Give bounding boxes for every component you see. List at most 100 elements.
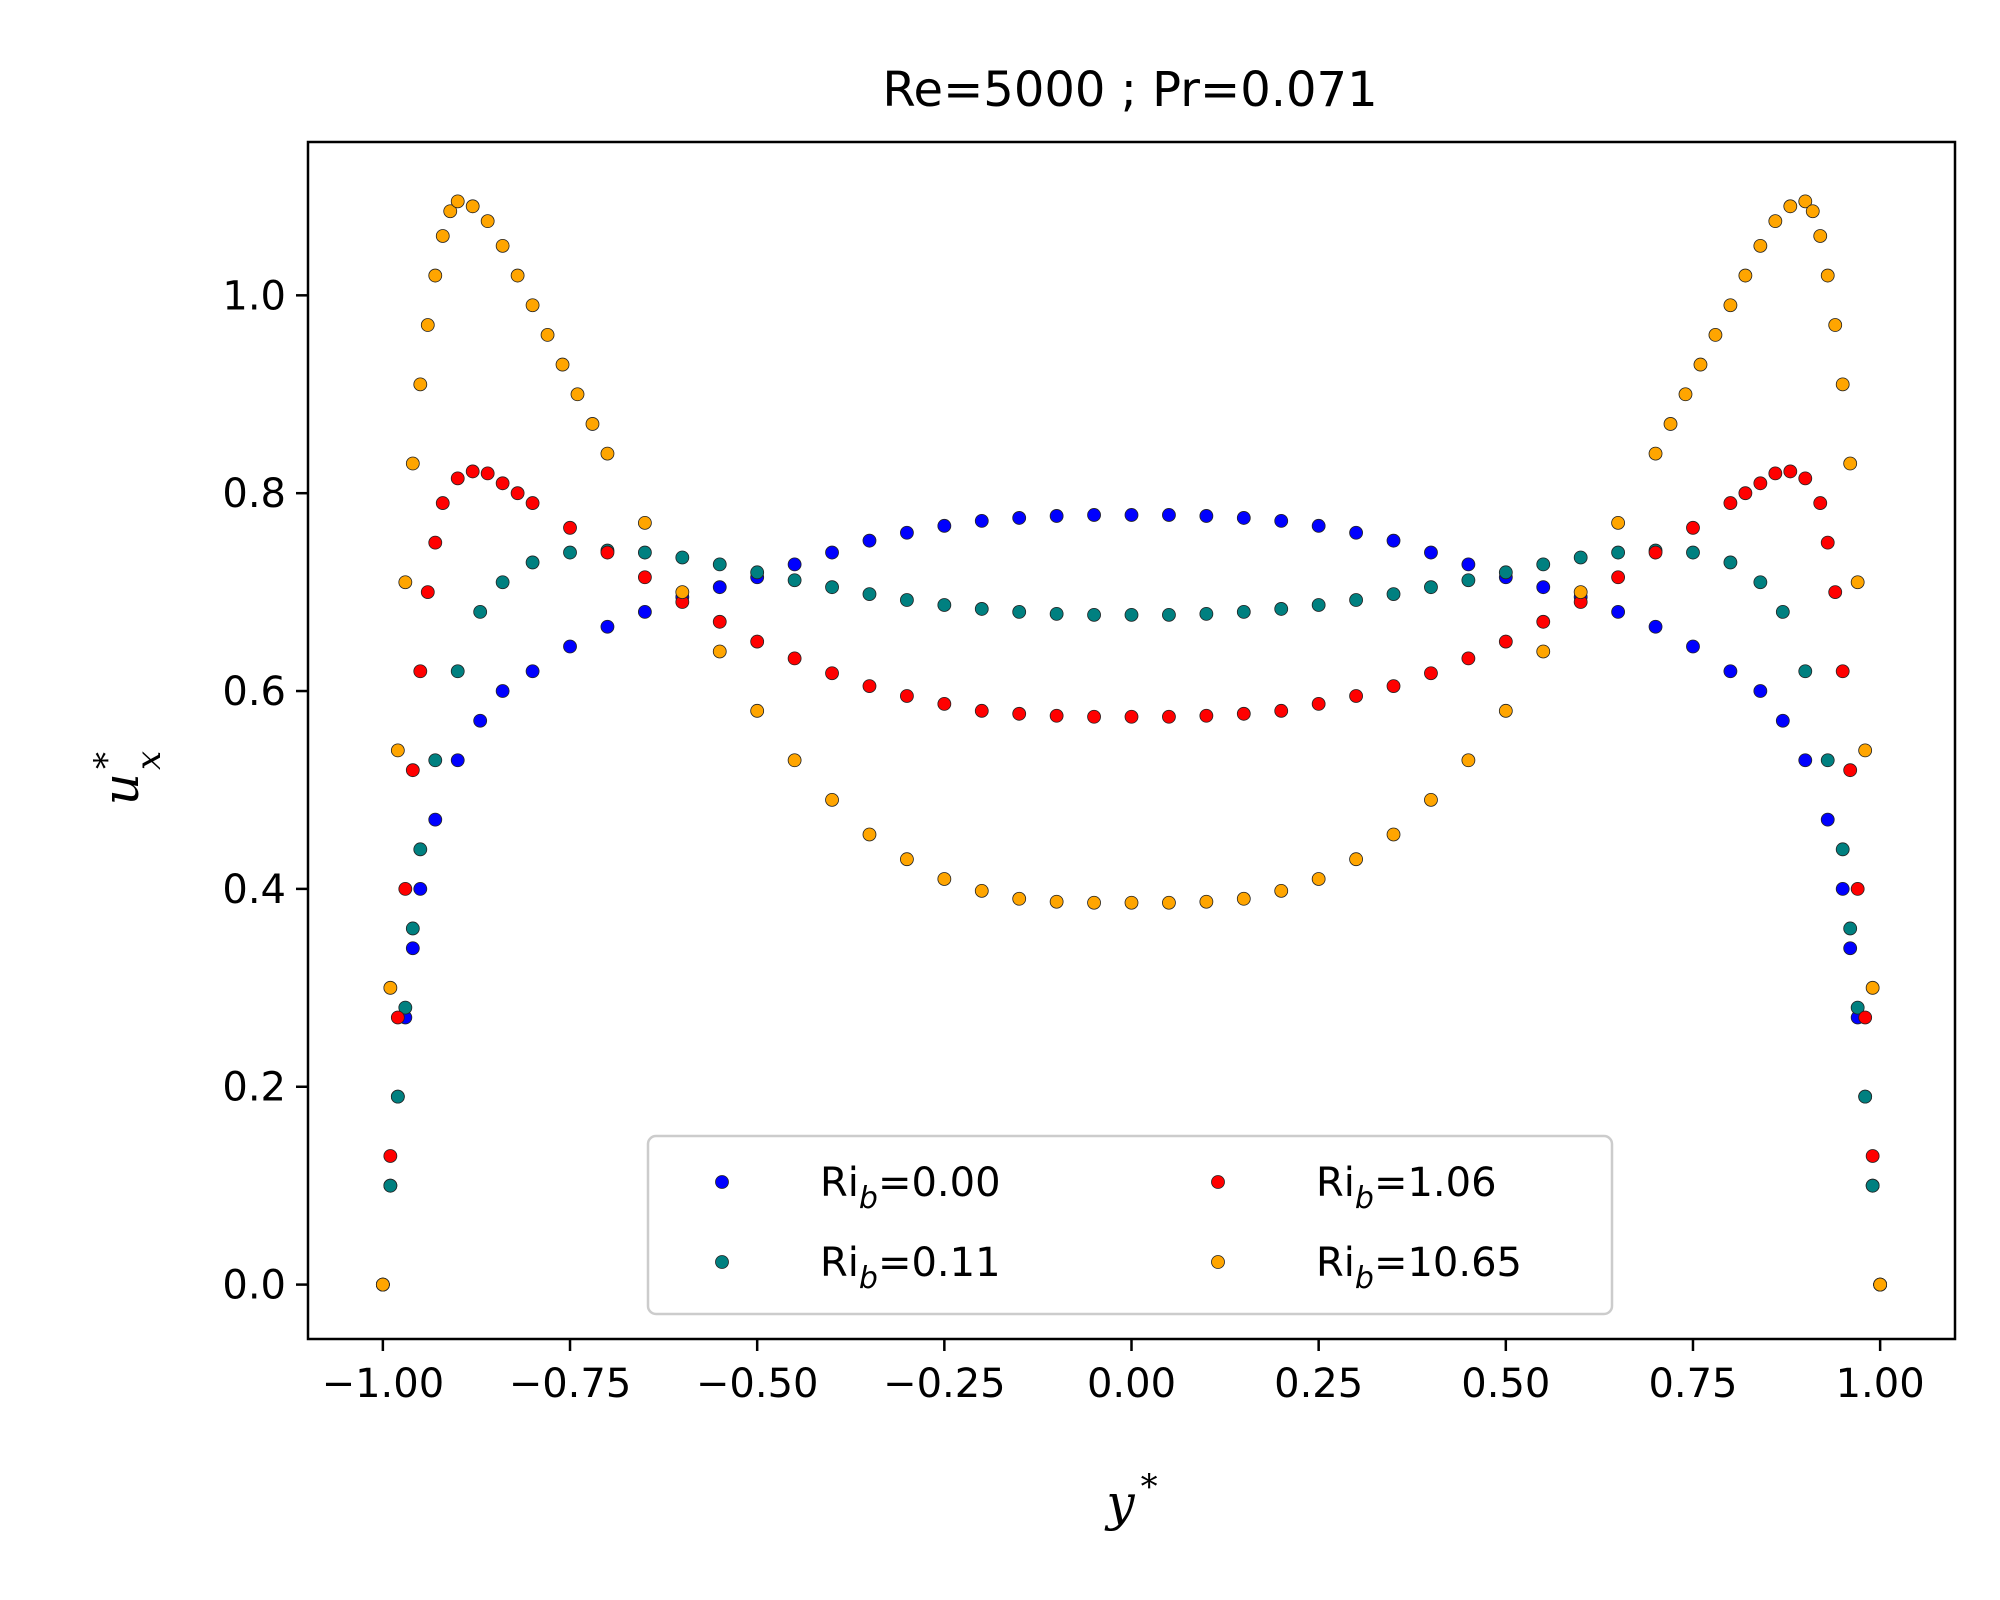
data-point xyxy=(1349,852,1363,867)
data-point xyxy=(495,476,510,491)
data-point xyxy=(1798,194,1813,209)
data-point xyxy=(1843,763,1858,778)
data-point xyxy=(1124,508,1139,522)
x-tick-label: 0.00 xyxy=(1087,1361,1176,1407)
data-point xyxy=(600,545,615,560)
data-point xyxy=(428,268,443,283)
data-point xyxy=(420,318,435,332)
y-tick-label: 0.4 xyxy=(222,867,286,913)
data-point xyxy=(1835,377,1850,392)
data-point xyxy=(1828,585,1843,600)
data-point xyxy=(1087,508,1101,522)
data-point xyxy=(862,827,877,842)
data-point xyxy=(1012,891,1027,906)
data-point xyxy=(383,1178,398,1193)
data-point xyxy=(1274,703,1289,718)
data-point xyxy=(750,703,765,718)
data-point xyxy=(525,555,540,570)
data-point xyxy=(1424,545,1438,560)
data-point xyxy=(420,585,435,600)
data-point xyxy=(480,214,495,229)
data-point xyxy=(585,417,600,431)
data-point xyxy=(1820,753,1835,768)
data-point xyxy=(1087,895,1101,910)
data-point xyxy=(1311,598,1326,612)
y-tick-label: 0.6 xyxy=(222,669,286,715)
data-point xyxy=(1349,689,1363,703)
data-point xyxy=(1858,1010,1873,1025)
data-point xyxy=(525,664,540,679)
data-point xyxy=(1828,318,1843,332)
data-point xyxy=(1049,894,1064,909)
data-point xyxy=(825,792,839,807)
legend-item: Rib=10.65 xyxy=(1211,1240,1522,1296)
data-point xyxy=(712,614,727,629)
x-tick-label: 0.25 xyxy=(1274,1361,1363,1407)
data-point xyxy=(750,634,765,649)
data-point xyxy=(1386,533,1401,548)
data-point xyxy=(510,486,525,501)
data-point xyxy=(405,763,420,778)
data-point xyxy=(1753,684,1768,698)
data-point xyxy=(1753,238,1768,253)
data-point xyxy=(1424,792,1438,807)
data-point xyxy=(1236,604,1251,619)
data-point xyxy=(974,602,989,616)
legend-marker xyxy=(1211,1255,1225,1269)
data-point xyxy=(825,666,839,681)
data-point xyxy=(1611,604,1626,619)
data-point xyxy=(1461,557,1476,572)
data-point xyxy=(1236,891,1251,906)
data-point xyxy=(862,587,877,601)
data-point xyxy=(675,585,690,600)
data-point xyxy=(1274,602,1289,616)
data-point xyxy=(413,842,428,857)
data-point xyxy=(1199,894,1214,909)
data-point xyxy=(1536,614,1551,629)
data-point xyxy=(1199,708,1214,723)
data-point xyxy=(405,921,420,936)
data-point xyxy=(1386,587,1401,601)
x-tick-label: −0.75 xyxy=(509,1361,632,1407)
data-point xyxy=(1865,980,1880,995)
data-point xyxy=(450,194,465,209)
data-point xyxy=(1236,511,1251,525)
data-point xyxy=(787,651,802,666)
plot-marks xyxy=(375,194,1888,1292)
data-point xyxy=(937,518,952,533)
data-point xyxy=(974,703,989,718)
data-point xyxy=(900,593,914,607)
data-point xyxy=(1865,1178,1880,1193)
data-point xyxy=(563,545,577,560)
data-point xyxy=(1678,387,1693,402)
x-axis-label: y * xyxy=(1104,1467,1157,1532)
data-point xyxy=(1850,1000,1865,1015)
series-3 xyxy=(375,194,1888,1292)
data-point xyxy=(428,535,443,550)
data-point xyxy=(1820,535,1835,550)
data-point xyxy=(712,580,727,595)
data-point xyxy=(390,1010,405,1025)
data-point xyxy=(900,525,914,540)
y-tick-label: 0.8 xyxy=(222,471,286,517)
data-point xyxy=(390,743,405,758)
data-point xyxy=(435,229,450,243)
y-axis-label: u*x xyxy=(87,751,169,805)
data-point xyxy=(1461,651,1476,666)
data-point xyxy=(1012,604,1027,619)
y-axis-title: u*x xyxy=(87,751,169,805)
data-point xyxy=(473,713,488,728)
data-point xyxy=(398,1000,413,1015)
data-point xyxy=(450,753,465,768)
legend-item: Rib=0.00 xyxy=(715,1160,1001,1216)
x-tick-label: 0.50 xyxy=(1461,1361,1550,1407)
data-point xyxy=(1723,555,1738,570)
legend-marker xyxy=(715,1255,729,1269)
data-point xyxy=(1199,606,1214,621)
data-point xyxy=(1498,634,1513,649)
y-tick-label: 0.0 xyxy=(222,1263,286,1309)
data-point xyxy=(1162,607,1176,622)
data-point xyxy=(1738,268,1753,283)
data-point xyxy=(1424,666,1438,681)
